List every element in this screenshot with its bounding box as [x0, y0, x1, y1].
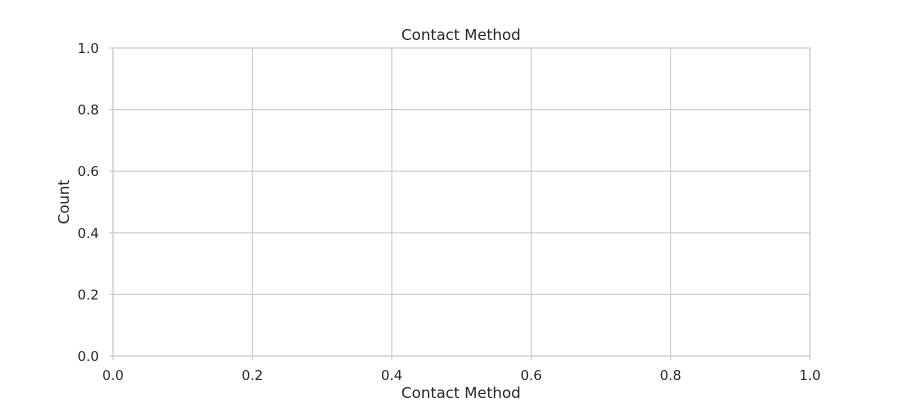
x-axis-label: Contact Method [401, 384, 520, 400]
x-tick-label: 0.2 [242, 368, 263, 384]
y-tick-label: 1.0 [78, 41, 99, 57]
y-tick-label: 0.0 [78, 349, 99, 365]
x-axis-ticks: 0.0 0.2 0.4 0.6 0.8 1.0 [102, 356, 821, 384]
y-axis-ticks: 0.0 0.2 0.4 0.6 0.8 1.0 [78, 41, 113, 365]
axes-frame [112, 47, 811, 357]
x-tick-label: 0.4 [381, 368, 402, 384]
x-tick-label: 0.0 [102, 368, 123, 384]
y-tick-label: 0.8 [78, 103, 99, 119]
x-tick-label: 0.8 [660, 368, 681, 384]
y-tick-label: 0.4 [78, 226, 99, 242]
chart-title: Contact Method [401, 26, 520, 44]
x-tick-label: 0.6 [520, 368, 541, 384]
x-tick-label: 1.0 [799, 368, 820, 384]
y-tick-label: 0.6 [78, 164, 99, 180]
y-tick-label: 0.2 [78, 287, 99, 303]
y-axis-label: Count [55, 180, 73, 225]
